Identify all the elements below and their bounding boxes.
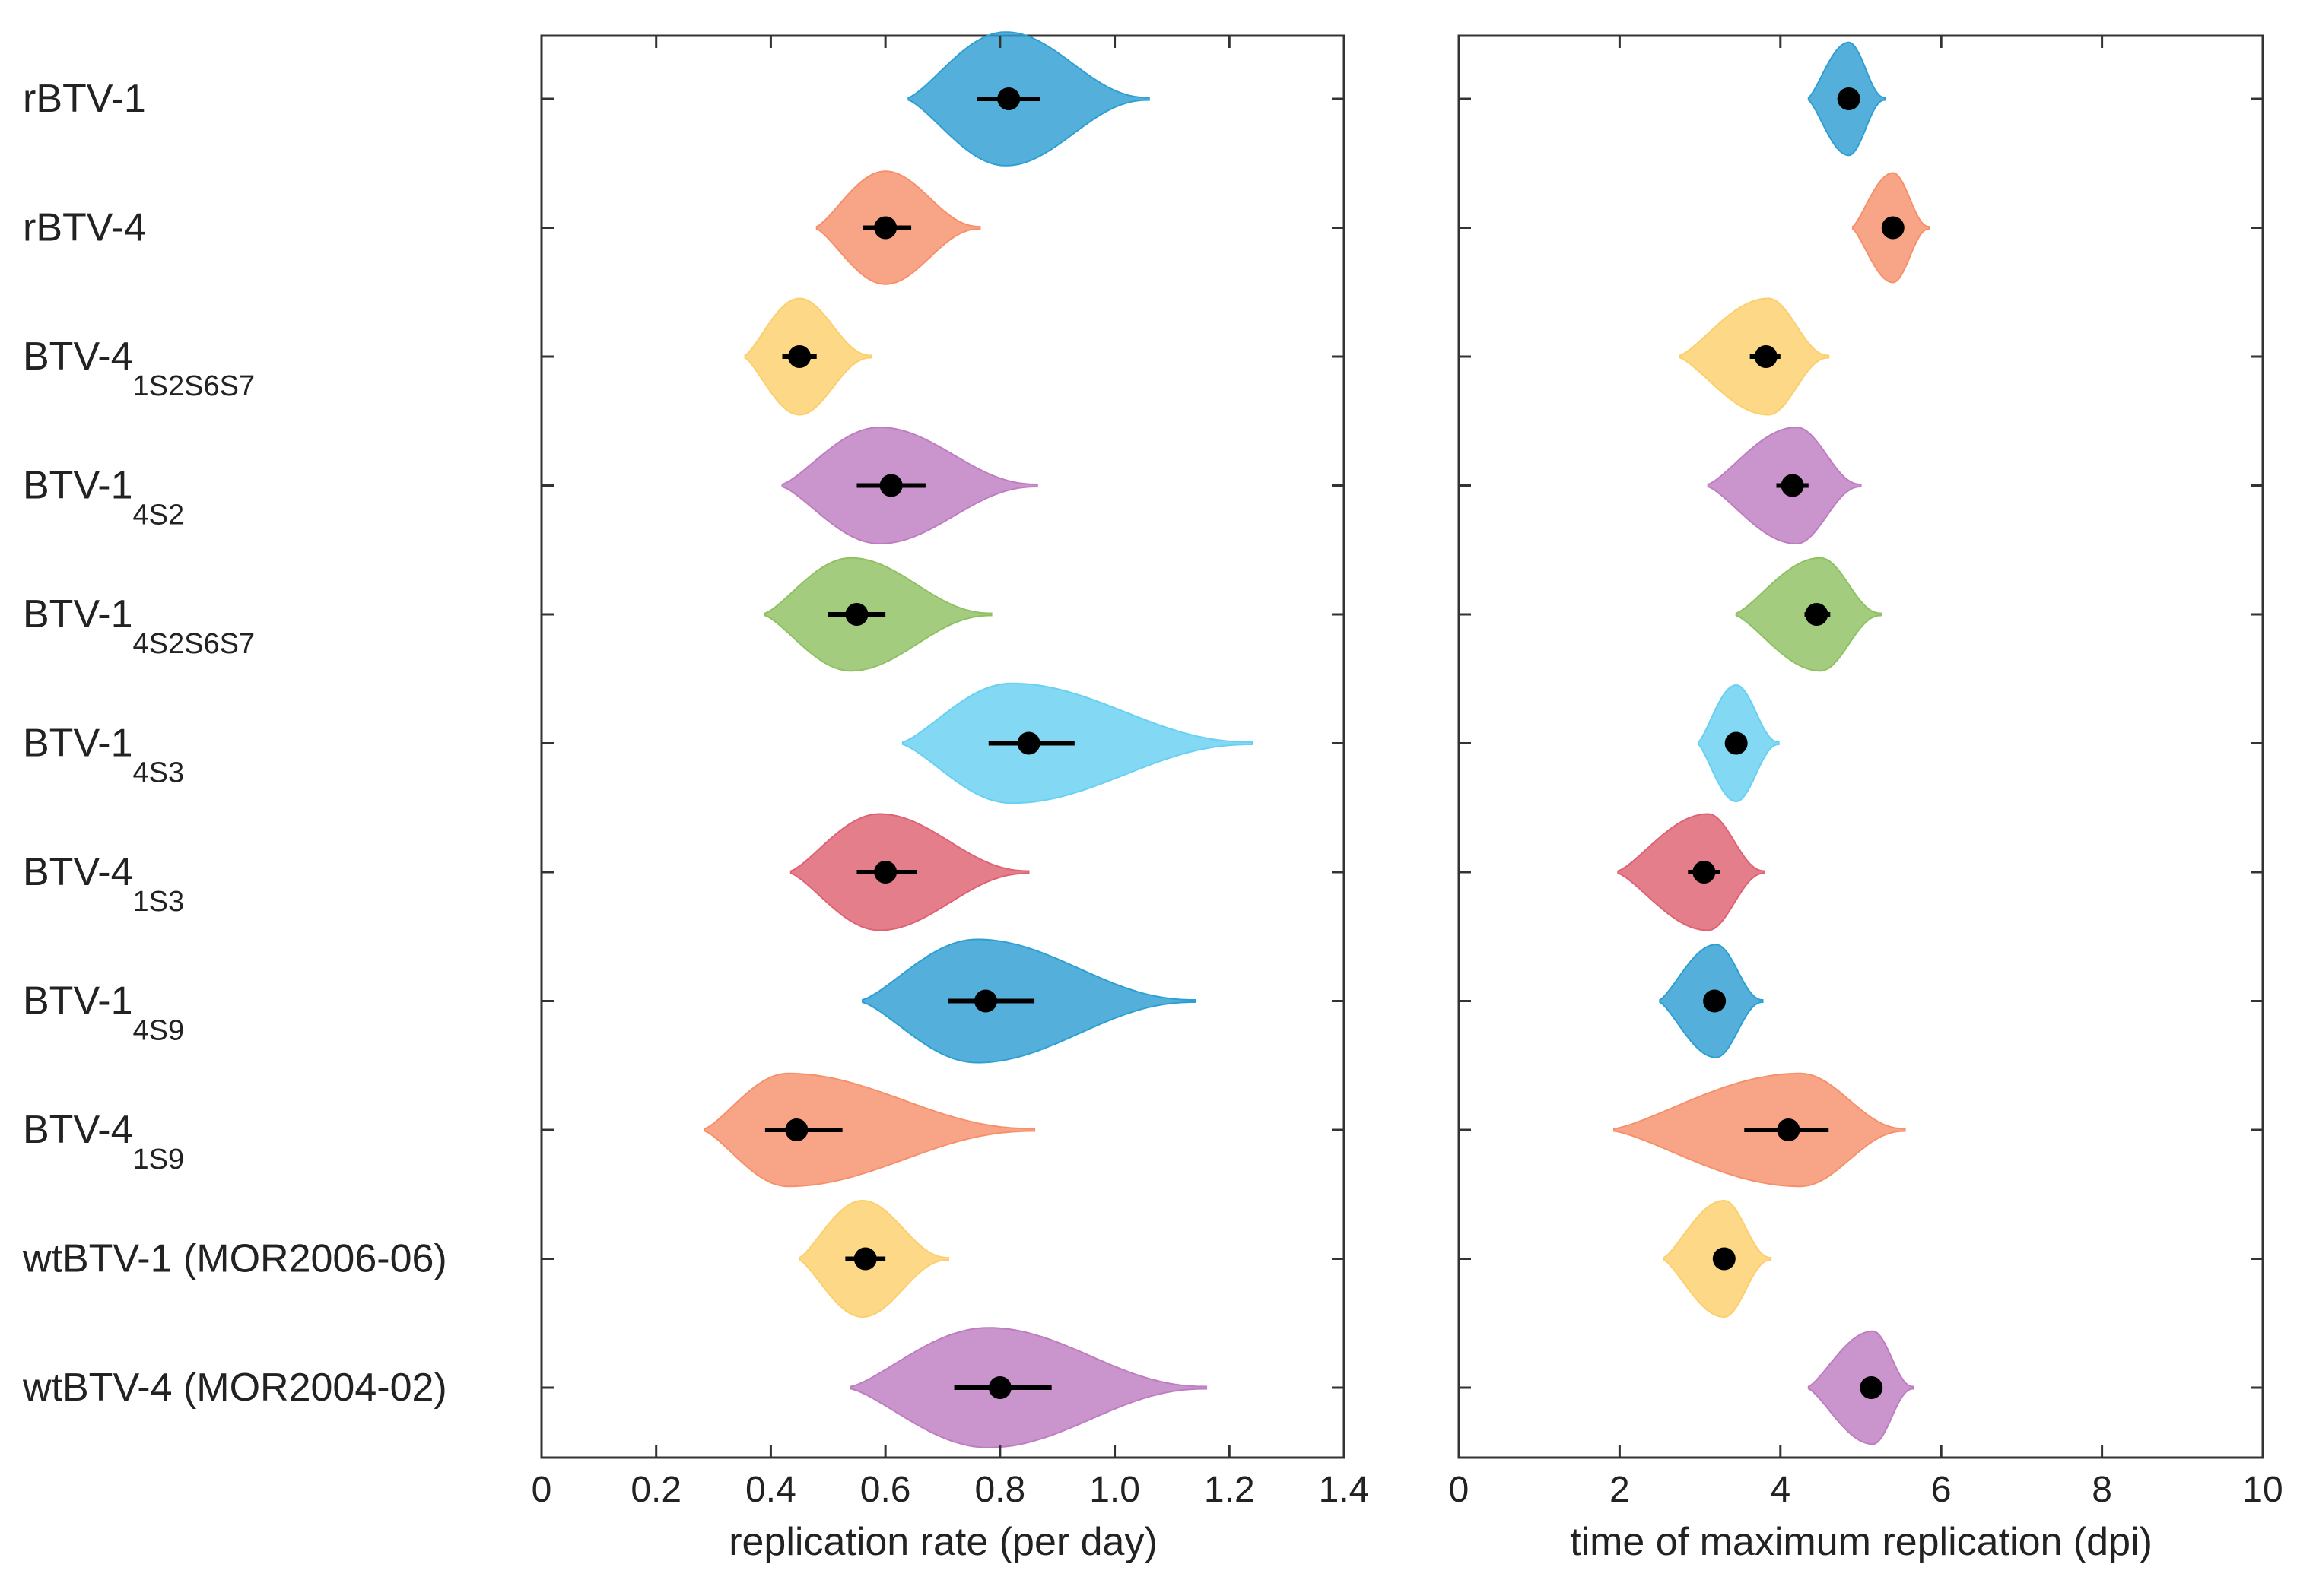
median-dot-0-3 bbox=[879, 474, 903, 497]
row-label-0: rBTV-1 bbox=[23, 77, 146, 121]
panel-time-of-max-replication-violins bbox=[1613, 41, 1930, 1445]
x-tick-label: 6 bbox=[1931, 1470, 1952, 1510]
median-dot-1-0 bbox=[1837, 87, 1860, 110]
panel-replication-rate-frame bbox=[540, 34, 1345, 1459]
row-label-main: BTV-1 bbox=[23, 464, 133, 508]
row-label-8: BTV-41S9 bbox=[23, 1108, 184, 1176]
row-labels: rBTV-1rBTV-4BTV-41S2S6S7BTV-14S2BTV-14S2… bbox=[22, 77, 447, 1410]
row-label-main: BTV-1 bbox=[23, 592, 133, 636]
x-tick-label: 1.4 bbox=[1319, 1470, 1370, 1510]
row-label-subscript: 4S3 bbox=[133, 757, 185, 789]
median-dot-0-5 bbox=[1017, 731, 1040, 755]
row-label-subscript: 1S3 bbox=[133, 886, 185, 918]
row-label-10: wtBTV-4 (MOR2004-02) bbox=[22, 1366, 447, 1410]
violin-0-8 bbox=[704, 1072, 1036, 1188]
panel-time-of-max-replication: 0 2 4 6 8 10 time of maximum replication (dpi… bbox=[1449, 34, 2283, 1564]
row-label-subscript: 4S2 bbox=[133, 500, 185, 531]
panel-replication-rate-axis: 0 0.2 0.4 0.6 0.8 1.0 1.2 1.4 bbox=[532, 36, 1370, 1510]
x-tick-label: 0 bbox=[1449, 1470, 1469, 1510]
panel-time-of-max-replication-axis: 0 2 4 6 8 10 bbox=[1449, 36, 2283, 1510]
row-label-6: BTV-41S3 bbox=[23, 850, 184, 918]
x-tick-label: 8 bbox=[2092, 1470, 2112, 1510]
panel-replication-rate-violins bbox=[704, 31, 1253, 1448]
median-dot-0-10 bbox=[988, 1376, 1012, 1399]
row-label-main: wtBTV-4 (MOR2004-02) bbox=[22, 1366, 447, 1410]
row-label-main: BTV-1 bbox=[23, 979, 133, 1023]
x-tick-label: 0.2 bbox=[631, 1470, 681, 1510]
row-label-5: BTV-14S3 bbox=[23, 722, 184, 789]
x-tick-label: 2 bbox=[1609, 1470, 1630, 1510]
median-dot-0-8 bbox=[785, 1118, 809, 1141]
row-label-main: BTV-1 bbox=[23, 722, 133, 766]
median-dot-1-3 bbox=[1781, 474, 1804, 497]
median-dot-0-4 bbox=[845, 603, 869, 626]
row-label-3: BTV-14S2 bbox=[23, 464, 184, 531]
x-tick-label: 1.0 bbox=[1089, 1470, 1140, 1510]
panel-time-of-max-replication-frame bbox=[1457, 34, 2264, 1459]
row-label-subscript: 1S2S6S7 bbox=[133, 370, 256, 402]
median-dot-0-2 bbox=[788, 345, 812, 368]
median-dot-1-2 bbox=[1754, 345, 1778, 368]
median-dot-1-1 bbox=[1881, 216, 1905, 240]
median-dot-1-8 bbox=[1777, 1118, 1800, 1141]
panel-replication-rate: 0 0.2 0.4 0.6 0.8 1.0 1.2 1.4 replication rate … bbox=[532, 31, 1370, 1564]
violin-0-5 bbox=[901, 682, 1253, 804]
row-label-2: BTV-41S2S6S7 bbox=[23, 335, 255, 402]
x-tick-label: 10 bbox=[2242, 1470, 2283, 1510]
x-tick-label: 0.8 bbox=[974, 1470, 1025, 1510]
row-label-main: BTV-4 bbox=[23, 1108, 133, 1152]
row-label-main: rBTV-4 bbox=[23, 206, 146, 250]
row-label-subscript: 1S9 bbox=[133, 1144, 185, 1176]
median-dot-1-6 bbox=[1692, 861, 1716, 884]
row-label-main: BTV-4 bbox=[23, 850, 133, 894]
x-tick-label: 0.4 bbox=[745, 1470, 796, 1510]
median-dot-1-5 bbox=[1724, 731, 1748, 755]
median-dot-0-6 bbox=[874, 861, 898, 884]
median-dot-1-10 bbox=[1860, 1376, 1883, 1399]
row-label-4: BTV-14S2S6S7 bbox=[23, 592, 255, 660]
row-label-main: wtBTV-1 (MOR2006-06) bbox=[22, 1237, 447, 1281]
x-tick-label: 1.2 bbox=[1204, 1470, 1255, 1510]
median-dot-0-1 bbox=[874, 216, 898, 240]
median-dot-0-7 bbox=[974, 989, 998, 1013]
median-dot-0-0 bbox=[997, 87, 1021, 110]
row-label-subscript: 4S2S6S7 bbox=[133, 628, 256, 660]
row-label-9: wtBTV-1 (MOR2006-06) bbox=[22, 1237, 447, 1281]
row-label-1: rBTV-4 bbox=[23, 206, 146, 250]
median-dot-0-9 bbox=[853, 1247, 877, 1271]
median-dot-1-9 bbox=[1712, 1247, 1736, 1271]
row-label-main: rBTV-1 bbox=[23, 77, 146, 121]
row-label-7: BTV-14S9 bbox=[23, 979, 184, 1047]
row-label-main: BTV-4 bbox=[23, 335, 133, 379]
row-label-subscript: 4S9 bbox=[133, 1015, 185, 1047]
x-tick-label: 0 bbox=[532, 1470, 552, 1510]
median-dot-1-7 bbox=[1703, 989, 1727, 1013]
panel-replication-rate-xlabel: replication rate (per day) bbox=[729, 1520, 1158, 1564]
panel-time-of-max-replication-xlabel: time of maximum replication (dpi) bbox=[1570, 1520, 2152, 1564]
median-dot-1-4 bbox=[1805, 603, 1828, 626]
x-tick-label: 0.6 bbox=[860, 1470, 911, 1510]
x-tick-label: 4 bbox=[1770, 1470, 1790, 1510]
